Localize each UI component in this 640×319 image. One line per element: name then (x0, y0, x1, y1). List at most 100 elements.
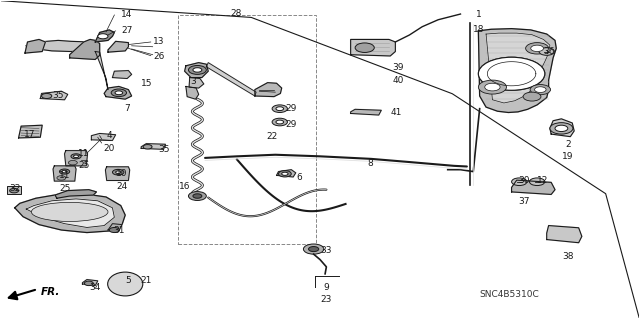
Text: 39: 39 (392, 63, 404, 72)
Text: 19: 19 (562, 152, 573, 161)
Circle shape (111, 89, 127, 97)
Text: 25: 25 (59, 184, 70, 193)
Circle shape (42, 93, 52, 99)
Polygon shape (547, 226, 582, 243)
Text: 1: 1 (476, 11, 481, 19)
Polygon shape (206, 63, 256, 96)
Circle shape (62, 170, 67, 173)
Polygon shape (25, 40, 45, 53)
Circle shape (188, 192, 206, 200)
Circle shape (478, 80, 506, 94)
Text: 38: 38 (562, 252, 573, 261)
Text: 10: 10 (116, 169, 128, 178)
Circle shape (143, 145, 152, 149)
Polygon shape (53, 166, 76, 181)
Circle shape (278, 171, 291, 177)
Text: 3: 3 (191, 77, 196, 86)
Circle shape (272, 118, 287, 126)
Polygon shape (108, 41, 129, 52)
Polygon shape (478, 29, 556, 113)
Circle shape (525, 43, 548, 54)
Circle shape (71, 154, 81, 159)
Circle shape (98, 34, 108, 39)
Polygon shape (113, 70, 132, 78)
Polygon shape (95, 30, 115, 42)
Polygon shape (184, 63, 208, 78)
Text: 32: 32 (9, 184, 20, 193)
Text: 25: 25 (78, 161, 90, 170)
Text: 9: 9 (323, 283, 329, 292)
Polygon shape (26, 41, 97, 51)
Text: 6: 6 (297, 174, 303, 182)
Text: 4: 4 (106, 131, 112, 140)
Polygon shape (40, 91, 68, 100)
Circle shape (282, 172, 288, 175)
Text: 7: 7 (124, 104, 130, 113)
Polygon shape (92, 133, 116, 140)
Circle shape (478, 57, 545, 90)
Text: 36: 36 (543, 47, 554, 56)
Polygon shape (55, 190, 97, 198)
Text: 17: 17 (24, 130, 35, 138)
Text: 26: 26 (154, 52, 164, 61)
Text: 24: 24 (116, 182, 127, 191)
Circle shape (531, 45, 543, 51)
Circle shape (193, 194, 202, 198)
Text: 20: 20 (104, 144, 115, 153)
Polygon shape (19, 125, 42, 138)
Polygon shape (550, 119, 574, 137)
Circle shape (109, 227, 120, 233)
Ellipse shape (31, 202, 108, 221)
Circle shape (115, 91, 123, 95)
Circle shape (68, 160, 77, 165)
Polygon shape (511, 180, 555, 195)
Polygon shape (486, 33, 550, 103)
Text: 28: 28 (230, 9, 241, 18)
Text: FR.: FR. (40, 287, 60, 297)
Text: 31: 31 (113, 226, 125, 234)
Circle shape (74, 155, 79, 158)
Circle shape (193, 68, 202, 72)
Text: 11: 11 (78, 149, 90, 158)
Ellipse shape (108, 272, 143, 296)
Text: 35: 35 (158, 145, 170, 154)
Polygon shape (70, 40, 100, 59)
Text: 2: 2 (565, 140, 571, 149)
Circle shape (113, 169, 124, 175)
Polygon shape (83, 279, 98, 286)
Polygon shape (104, 86, 132, 99)
Polygon shape (65, 151, 88, 166)
Circle shape (355, 43, 374, 52)
Text: 22: 22 (266, 132, 278, 141)
Text: 8: 8 (367, 159, 372, 168)
Circle shape (276, 107, 284, 111)
Text: 37: 37 (518, 197, 530, 206)
Circle shape (188, 65, 206, 74)
Circle shape (84, 281, 93, 286)
Polygon shape (95, 51, 108, 90)
Text: SNC4B5310C: SNC4B5310C (479, 290, 540, 299)
Text: 30: 30 (518, 176, 530, 185)
Text: 12: 12 (536, 176, 548, 185)
Circle shape (484, 83, 500, 91)
Text: 33: 33 (321, 246, 332, 255)
Circle shape (529, 178, 545, 186)
Text: 18: 18 (472, 25, 484, 34)
Text: 40: 40 (392, 76, 404, 85)
Polygon shape (141, 144, 166, 149)
Polygon shape (26, 199, 115, 227)
Bar (178, 15, 316, 244)
Circle shape (116, 171, 121, 174)
Circle shape (534, 87, 546, 93)
Polygon shape (351, 40, 396, 56)
Polygon shape (189, 78, 204, 88)
Polygon shape (106, 167, 130, 181)
Text: 34: 34 (89, 283, 100, 292)
Text: 29: 29 (285, 104, 297, 113)
Polygon shape (276, 170, 296, 177)
Circle shape (478, 57, 545, 90)
Circle shape (511, 178, 527, 186)
Text: 21: 21 (141, 276, 152, 285)
Circle shape (555, 125, 568, 131)
Text: 35: 35 (52, 92, 64, 100)
